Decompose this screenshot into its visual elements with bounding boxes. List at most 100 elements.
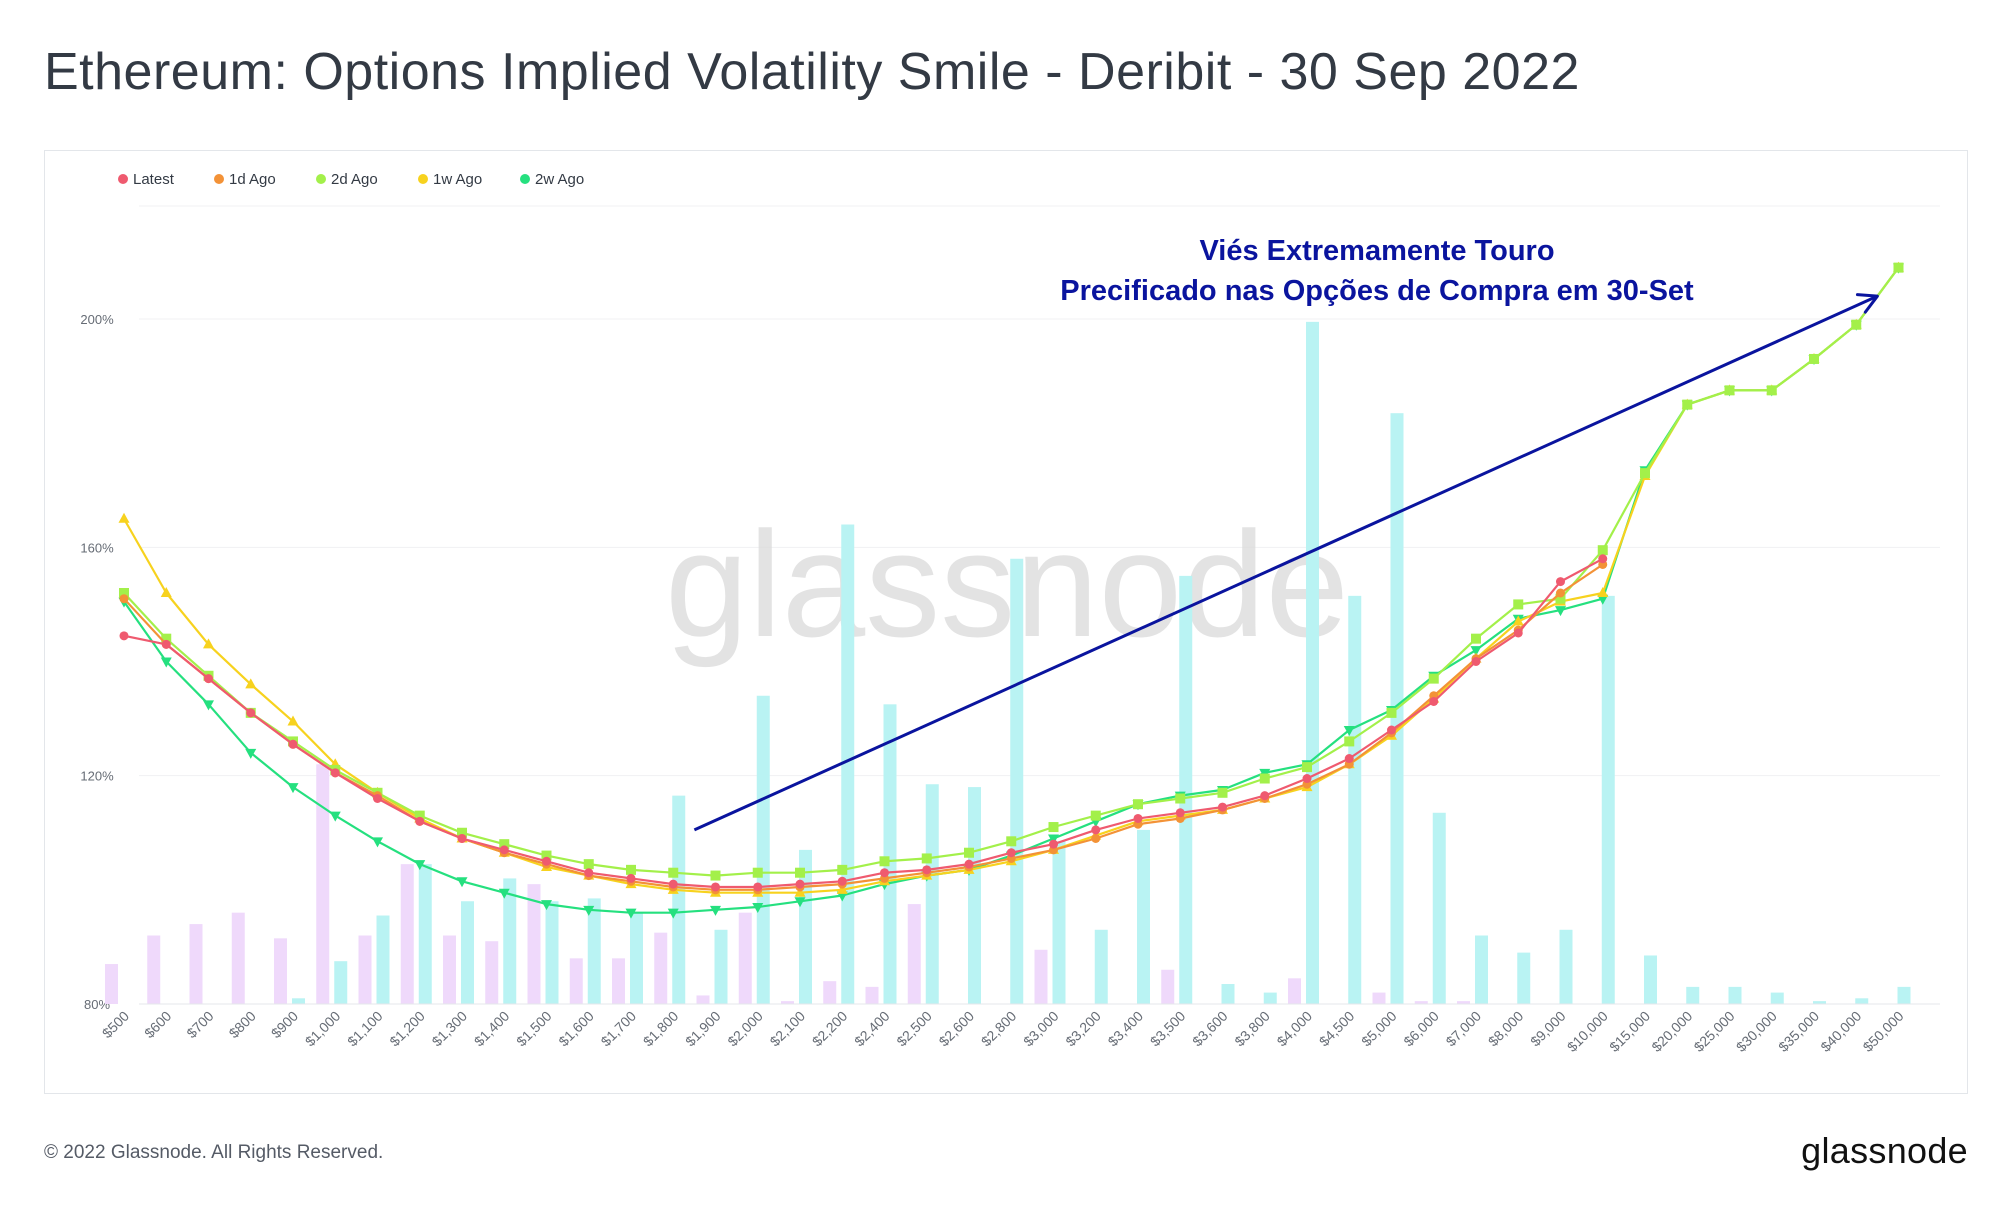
marker-2d-ago [119,588,129,598]
annotation-line-2: Precificado nas Opções de Compra em 30-S… [1060,275,1694,307]
volume-bar [1052,841,1066,1004]
marker-2d-ago [583,859,594,870]
y-tick-label: 200% [80,312,114,327]
marker-1w-ago [203,638,214,649]
marker-2d-ago [499,839,510,850]
marker-2d-ago [1302,762,1312,773]
volume-bar [587,898,601,1004]
marker-1w-ago [794,886,806,897]
iv-smile-chart: 80% 120% 160% 200% glassnode $500 $600 $700 $800… [80,171,1940,1055]
x-tick-label: $1,700 [598,1008,640,1050]
volume-bar-secondary [316,764,330,1004]
x-tick-label: $25,000 [1691,1008,1738,1055]
marker-1w-ago [160,587,172,597]
x-tick-label: $3,500 [1147,1008,1189,1050]
marker-2d-ago [626,864,636,875]
x-tick-label: $6,000 [1400,1008,1442,1050]
x-tick-label: $1,400 [471,1008,513,1050]
marker-2d-ago [668,867,679,878]
marker-latest [1387,725,1396,735]
marker-latest [1175,808,1185,818]
volume-bar-secondary [612,958,625,1004]
x-tick-label: $3,600 [1189,1008,1231,1050]
volume-bar [1897,986,1911,1004]
x-tick-label: $10,000 [1564,1008,1611,1055]
marker-2w-ago [160,657,172,668]
marker-latest [711,882,720,892]
marker-2d-ago [1513,599,1524,610]
volume-bar-secondary [231,912,245,1004]
volume-bar [1770,992,1784,1004]
marker-latest [626,873,636,883]
marker-2d-ago [710,870,721,881]
marker-1d-ago [1091,833,1101,843]
marker-latest [880,868,889,878]
marker-2w-ago [583,905,595,916]
volume-bar [1010,558,1024,1004]
marker-2d-ago [1555,593,1566,604]
marker-2d-ago [1133,799,1143,810]
x-tick-label: $40,000 [1817,1008,1864,1055]
marker-2d-ago [921,853,932,864]
marker-2w-ago [203,700,214,711]
marker-1w-ago [1597,587,1609,597]
marker-2w-ago [329,811,341,822]
volume-bar-secondary [781,1001,794,1004]
volume-bar-secondary [105,964,118,1004]
legend-swatch [316,174,326,184]
volume-bar-secondary [907,904,921,1004]
marker-2w-ago [287,783,299,794]
volume-bar-secondary [1414,1001,1428,1004]
marker-latest [499,845,509,855]
volume-bar [714,929,728,1004]
x-tick-label: $30,000 [1733,1008,1780,1055]
legend-item-2d-ago: 2d Ago [331,171,378,188]
volume-bar [1728,986,1742,1004]
marker-latest [1471,657,1481,666]
x-tick-label: $500 [99,1008,132,1041]
x-tick-label: $1,900 [682,1008,724,1050]
volume-bar [1348,595,1362,1004]
marker-2w-ago [667,908,679,919]
volume-bar-secondary [1161,969,1175,1004]
marker-latest [1006,848,1016,858]
chart-container: 80% 120% 160% 200% glassnode $500 $600 $700 $800… [44,150,1968,1094]
x-tick-label: $2,800 [978,1008,1020,1050]
volume-bar [292,998,305,1004]
volume-bar [503,878,517,1004]
marker-2w-ago [625,908,637,919]
y-tick-label: 120% [80,769,114,784]
x-tick-label: $900 [268,1008,301,1041]
marker-latest [1218,802,1227,812]
marker-1w-ago [836,883,848,894]
marker-latest [837,876,847,886]
volume-bar [334,961,348,1004]
marker-2w-ago [1343,726,1355,736]
x-tick-label: $2,400 [851,1008,893,1050]
x-tick-label: $7,000 [1443,1008,1485,1050]
marker-2w-ago [710,905,721,916]
watermark: glassnode [665,500,1349,668]
marker-latest [330,768,340,778]
volume-bar [1601,595,1615,1004]
x-tick-label: $15,000 [1606,1008,1653,1055]
marker-latest [584,868,594,878]
marker-2w-ago [245,748,257,759]
series-line-latest [123,557,1604,889]
volume-bar [883,704,897,1004]
volume-bar-secondary [443,935,456,1004]
marker-latest [922,865,932,875]
marker-latest [204,674,213,684]
annotation-arrow [693,294,1878,832]
marker-2d-ago [1428,673,1439,684]
marker-latest [246,708,256,718]
marker-2d-ago [964,847,974,858]
marker-latest [1556,577,1565,587]
volume-bar-secondary [147,935,161,1004]
marker-latest [964,859,974,869]
volume-bar [1094,929,1108,1004]
x-tick-label: $1,200 [386,1008,428,1050]
x-tick-label: $1,800 [640,1008,682,1050]
x-tick-label: $3,000 [1020,1008,1062,1050]
volume-bar [418,864,432,1004]
